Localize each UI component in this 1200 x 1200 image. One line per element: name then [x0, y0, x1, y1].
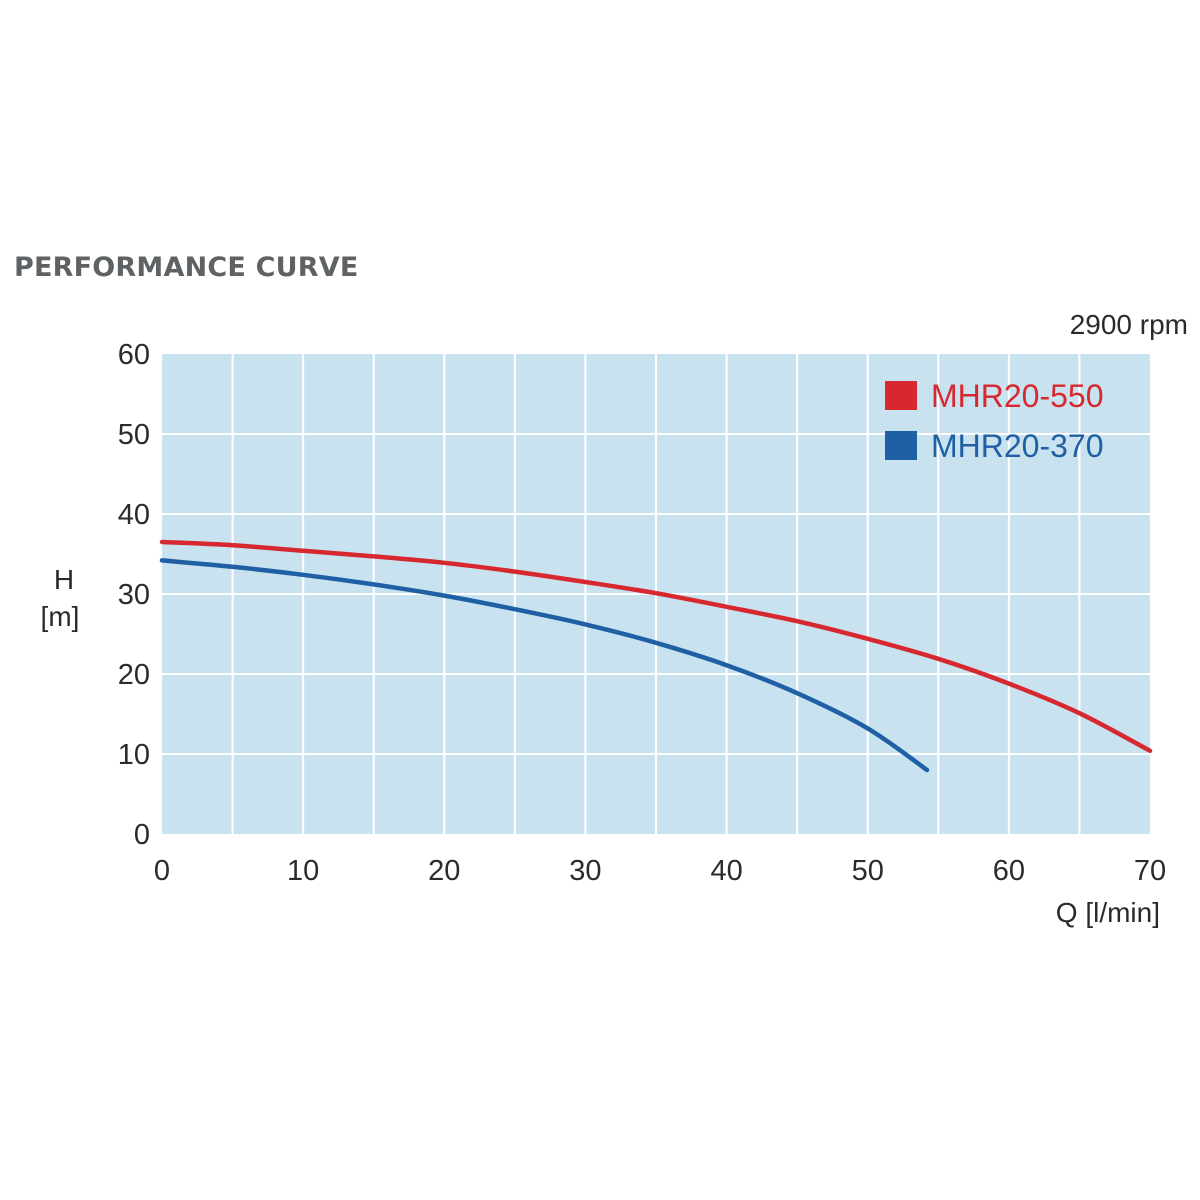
y-tick-label: 40 [118, 499, 150, 531]
legend-swatch-mhr20-550 [885, 381, 917, 410]
y-axis-label-symbol: H [54, 564, 74, 595]
x-tick-label: 20 [428, 855, 460, 887]
legend-label-mhr20-550: MHR20-550 [931, 378, 1104, 414]
legend-label-mhr20-370: MHR20-370 [931, 428, 1104, 464]
chart-title: PERFORMANCE CURVE [14, 252, 359, 283]
x-tick-label: 10 [287, 855, 319, 887]
x-tick-label: 40 [710, 855, 742, 887]
y-tick-label: 50 [118, 419, 150, 451]
y-tick-label: 10 [118, 739, 150, 771]
legend-swatch-mhr20-370 [885, 431, 917, 460]
y-tick-label: 30 [118, 579, 150, 611]
series-line-mhr20-550 [159, 539, 1153, 754]
y-axis-ticks: 0 10 20 30 40 50 60 [118, 339, 150, 851]
y-axis-label-unit: [m] [41, 601, 80, 632]
x-axis-label: Q [l/min] [1056, 897, 1160, 928]
legend: MHR20-550 MHR20-370 [885, 378, 1104, 464]
y-tick-label: 20 [118, 659, 150, 691]
series-line-mhr20-370 [159, 558, 930, 773]
x-tick-label: 50 [852, 855, 884, 887]
x-tick-label: 70 [1134, 855, 1166, 887]
y-tick-label: 0 [134, 819, 150, 851]
x-tick-label: 30 [569, 855, 601, 887]
y-tick-label: 60 [118, 339, 150, 371]
series-lines [159, 539, 1153, 773]
rpm-label: 2900 rpm [1070, 309, 1188, 340]
x-axis-ticks: 0 10 20 30 40 50 60 70 [154, 855, 1166, 887]
x-tick-label: 60 [993, 855, 1025, 887]
x-tick-label: 0 [154, 855, 170, 887]
